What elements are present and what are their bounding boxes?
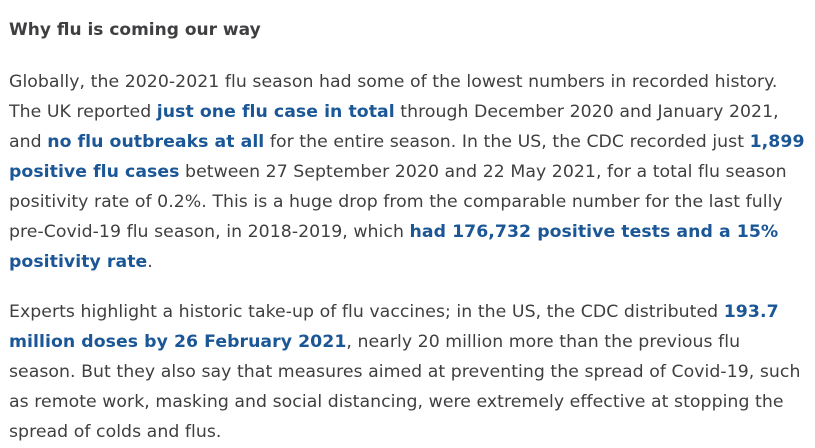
link-vaccine-doses[interactable]: 193.7 million doses by 26 February 2021 <box>9 302 779 352</box>
paragraph-text: Globally, the 2020-2021 flu season had s… <box>9 72 778 122</box>
paragraph-text: between 27 September 2020 and 22 May 202… <box>9 162 787 242</box>
paragraph-text: for the entire season. In the US, the CD… <box>264 132 750 152</box>
paragraph-text: , nearly 20 million more than the previo… <box>9 332 801 442</box>
paragraph-1: Globally, the 2020-2021 flu season had s… <box>9 67 809 277</box>
paragraph-text: Experts highlight a historic take-up of … <box>9 302 724 322</box>
section-heading: Why flu is coming our way <box>9 20 261 40</box>
link-positive-flu-cases[interactable]: 1,899 positive flu cases <box>9 132 805 182</box>
paragraph-text: . <box>147 252 153 272</box>
paragraph-text: through December 2020 and January 2021, … <box>9 102 779 152</box>
paragraph-2: Experts highlight a historic take-up of … <box>9 297 809 447</box>
link-no-flu-outbreaks[interactable]: no flu outbreaks at all <box>47 132 265 152</box>
link-positive-tests-rate[interactable]: had 176,732 positive tests and a 15% pos… <box>9 222 779 272</box>
link-one-flu-case[interactable]: just one flu case in total <box>156 102 395 122</box>
